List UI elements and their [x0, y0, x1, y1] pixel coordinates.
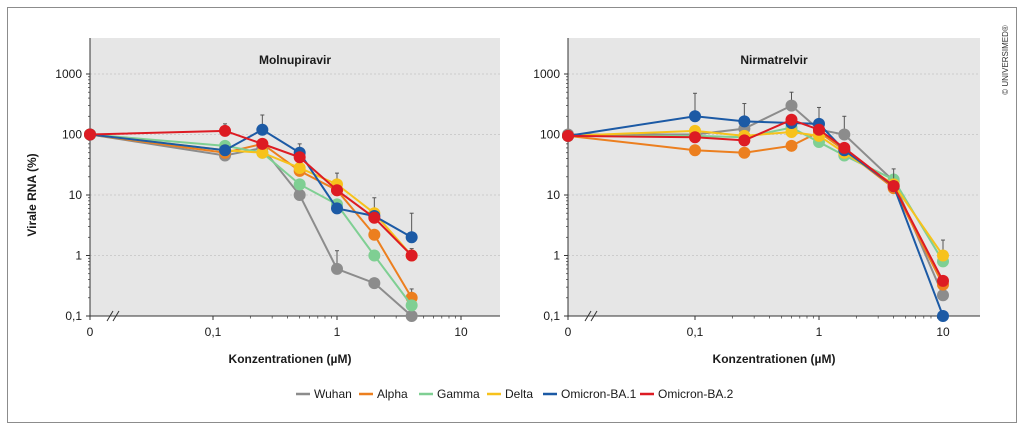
y-tick-label: 10 [69, 188, 83, 202]
data-point [937, 274, 949, 287]
y-tick-label: 1 [553, 249, 560, 263]
plot-area [90, 38, 500, 316]
data-point [256, 146, 269, 159]
figure-frame [7, 7, 1017, 423]
data-point [256, 137, 269, 150]
axis-break-mark [112, 310, 120, 322]
series-line [567, 118, 944, 282]
data-point [84, 128, 96, 141]
legend-label: Omicron-BA.2 [658, 387, 734, 401]
y-tick-label: 0,1 [65, 309, 82, 323]
x-tick-label: 0,1 [205, 325, 222, 339]
data-point [887, 180, 900, 193]
legend-label: Gamma [437, 387, 480, 401]
x-tick-label: 1 [334, 325, 341, 339]
data-point [937, 310, 949, 322]
data-point [331, 202, 343, 215]
legend-label: Wuhan [314, 387, 352, 401]
data-point [738, 134, 751, 147]
data-point [219, 144, 232, 157]
data-point [738, 146, 751, 159]
data-point [405, 249, 418, 262]
legend-item: Gamma [419, 387, 480, 401]
y-tick-label: 100 [62, 128, 82, 142]
copyright-notice: © UNIVERSIMED® [1001, 25, 1010, 95]
legend-item: Alpha [359, 387, 408, 401]
x-tick-label: 10 [454, 325, 468, 339]
data-point [293, 189, 306, 201]
data-point [785, 113, 798, 126]
legend-label: Alpha [377, 387, 408, 401]
data-point [689, 131, 701, 144]
data-point [785, 139, 798, 152]
axis-break-mark [584, 310, 592, 322]
x-axis-title: Konzentrationen (µM) [713, 352, 836, 366]
x-tick-label: 0,1 [687, 325, 704, 339]
panel-title: Nirmatrelvir [740, 53, 808, 67]
series-line [568, 104, 944, 296]
y-tick-label: 100 [540, 128, 560, 142]
data-point [405, 310, 418, 322]
x-tick-label: 0 [87, 325, 94, 339]
legend-item: Wuhan [296, 387, 352, 401]
x-tick-label: 1 [816, 325, 823, 339]
y-axis-title: Virale RNA (%) [25, 153, 39, 236]
x-tick-label: 0 [565, 325, 572, 339]
data-point [331, 184, 343, 197]
data-point [785, 125, 798, 138]
data-point [293, 161, 306, 174]
data-point [838, 141, 851, 154]
data-point [368, 228, 381, 241]
data-point [293, 178, 306, 191]
data-point [368, 249, 381, 262]
plot-area [568, 38, 980, 316]
y-tick-label: 10 [547, 188, 561, 202]
y-tick-label: 1000 [55, 67, 82, 81]
y-tick-label: 1000 [533, 67, 560, 81]
data-point [785, 99, 798, 112]
axis-break-mark [106, 310, 114, 322]
x-axis-title: Konzentrationen (µM) [229, 352, 352, 366]
series-omicron-ba-2 [562, 113, 949, 287]
series-omicron-ba-2 [84, 123, 418, 262]
data-point [813, 123, 825, 136]
legend-label: Delta [505, 387, 533, 401]
data-point [937, 289, 949, 302]
data-point [405, 231, 418, 244]
data-point [838, 128, 851, 141]
panel-title: Molnupiravir [259, 53, 331, 67]
legend-item: Omicron-BA.2 [640, 387, 734, 401]
chart-panel-1: 1000 100 10 1 0,1 0 0,1 1 10 Molnupiravir Konzentr… [55, 38, 500, 366]
data-point [405, 299, 418, 312]
data-point [256, 123, 269, 136]
data-point [219, 124, 232, 137]
data-point [937, 249, 949, 262]
data-point [368, 211, 381, 224]
x-tick-label: 10 [936, 325, 950, 339]
data-point [293, 151, 306, 164]
legend-item: Delta [487, 387, 533, 401]
data-point [689, 110, 701, 123]
series-line [567, 130, 944, 286]
axis-break-mark [590, 310, 598, 322]
data-point [562, 129, 574, 142]
legend-label: Omicron-BA.1 [561, 387, 637, 401]
data-point [689, 144, 701, 157]
legend: Wuhan Alpha Gamma Delta Omicron-BA.1 Omicron-… [296, 387, 734, 401]
chart-panel-2: 1000 100 10 1 0,1 0 0,1 1 10 Nirmatrelvir Konzentr… [533, 38, 980, 366]
data-point [738, 115, 751, 128]
y-tick-label: 0,1 [543, 309, 560, 323]
data-point [331, 262, 343, 275]
y-tick-label: 1 [75, 249, 82, 263]
data-point [368, 277, 381, 290]
legend-item: Omicron-BA.1 [543, 387, 637, 401]
